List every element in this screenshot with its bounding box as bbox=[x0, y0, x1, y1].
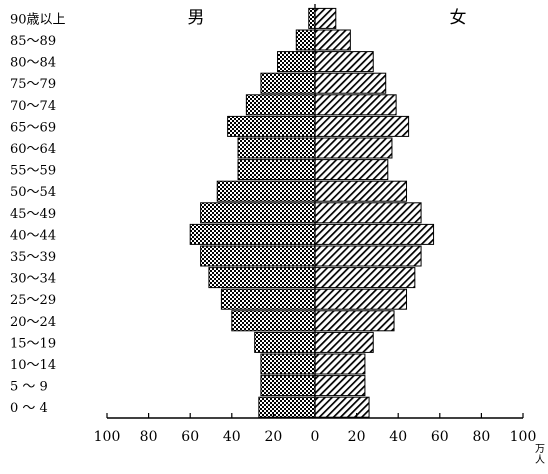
bar-female bbox=[314, 288, 408, 310]
age-label: 0 ～ 4 bbox=[10, 401, 48, 416]
bar-male bbox=[245, 94, 316, 116]
age-label: 25～29 bbox=[10, 293, 56, 308]
male-series-label: 男 bbox=[188, 8, 205, 28]
bar-female bbox=[314, 223, 435, 245]
bar-female bbox=[314, 29, 351, 51]
age-label: 65～69 bbox=[10, 120, 56, 135]
age-label: 30～34 bbox=[10, 272, 56, 287]
tick-label: 100 bbox=[510, 429, 537, 445]
tick-label: 0 bbox=[311, 429, 320, 445]
bar-female bbox=[314, 94, 397, 116]
tick-label: 80 bbox=[472, 429, 490, 445]
bar-female bbox=[314, 159, 389, 181]
bar-male bbox=[220, 288, 316, 310]
bar-male bbox=[200, 202, 316, 224]
bar-female bbox=[314, 331, 374, 353]
tick-label: 40 bbox=[223, 429, 241, 445]
x-axis-ticks: 100 80 60 40 20 0 20 40 60 80 100 bbox=[94, 413, 537, 445]
age-label: 5 ～ 9 bbox=[10, 380, 48, 395]
tick-label: 40 bbox=[389, 429, 407, 445]
bars bbox=[189, 7, 435, 418]
age-label: 80～84 bbox=[10, 56, 56, 71]
age-label: 40～44 bbox=[10, 228, 56, 243]
unit-label: 万人 bbox=[535, 444, 545, 466]
tick-label: 100 bbox=[94, 429, 121, 445]
tick-label: 60 bbox=[181, 429, 199, 445]
bar-female bbox=[314, 180, 408, 202]
age-label: 85～89 bbox=[10, 34, 56, 49]
bar-female bbox=[314, 375, 366, 397]
tick-label: 20 bbox=[348, 429, 366, 445]
bar-male bbox=[237, 159, 316, 181]
bar-male bbox=[227, 115, 316, 137]
age-label: 45～49 bbox=[10, 207, 56, 222]
female-series-label: 女 bbox=[450, 8, 467, 28]
age-label: 35～39 bbox=[10, 250, 56, 265]
bar-female bbox=[314, 353, 366, 375]
tick-label: 80 bbox=[140, 429, 158, 445]
age-category-labels: 0 ～ 4 5 ～ 9 10～14 15～19 20～24 25～29 30～34 35～39… bbox=[10, 12, 66, 416]
bar-male bbox=[295, 29, 316, 51]
bar-female bbox=[314, 51, 374, 73]
tick-label: 60 bbox=[431, 429, 449, 445]
bar-male bbox=[231, 310, 316, 332]
bar-male bbox=[189, 223, 316, 245]
bar-female bbox=[314, 310, 395, 332]
age-label: 10～14 bbox=[10, 358, 56, 373]
bar-female bbox=[314, 202, 422, 224]
age-label: 20～24 bbox=[10, 315, 56, 330]
bar-female bbox=[314, 267, 416, 289]
bar-female bbox=[314, 396, 370, 418]
age-label: 70～74 bbox=[10, 99, 56, 114]
bar-female bbox=[314, 7, 337, 29]
bar-male bbox=[254, 331, 316, 353]
age-label: 60～64 bbox=[10, 142, 56, 157]
bar-male bbox=[308, 7, 316, 29]
bar-male bbox=[260, 72, 316, 94]
age-label: 50～54 bbox=[10, 185, 56, 200]
age-label: 75～79 bbox=[10, 77, 56, 92]
bar-male bbox=[260, 375, 316, 397]
bar-male bbox=[258, 396, 316, 418]
bar-male bbox=[237, 137, 316, 159]
bar-female bbox=[314, 115, 410, 137]
age-label: 55～59 bbox=[10, 164, 56, 179]
age-label: 90歳以上 bbox=[10, 12, 66, 27]
bar-female bbox=[314, 245, 422, 267]
bar-female bbox=[314, 137, 393, 159]
bar-male bbox=[216, 180, 316, 202]
bar-male bbox=[277, 51, 316, 73]
bar-male bbox=[200, 245, 316, 267]
bar-male bbox=[208, 267, 316, 289]
tick-label: 20 bbox=[264, 429, 282, 445]
bar-male bbox=[260, 353, 316, 375]
bar-female bbox=[314, 72, 387, 94]
age-label: 15～19 bbox=[10, 336, 56, 351]
